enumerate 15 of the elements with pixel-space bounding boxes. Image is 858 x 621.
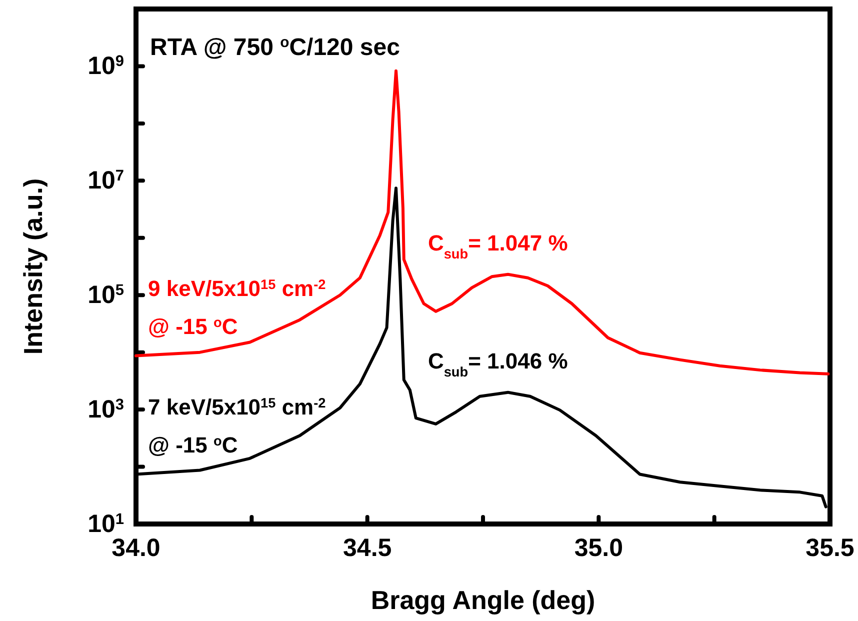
annotation: C$_{sub}$= 1.047 %: [428, 230, 568, 261]
x-tick-label: 35.5: [806, 534, 854, 562]
annotation: RTA @ 750 $^{o}$C/120 sec: [150, 34, 400, 61]
text: 9 keV/5x10$^{15}$ cm$^{-2}$ @ -15 $^{o}$C: [148, 276, 326, 339]
annotation: C$_{sub}$= 1.046 %: [428, 348, 568, 379]
x-tick-label: 34.5: [342, 534, 392, 562]
x-tick-label: 35.0: [574, 534, 624, 562]
line-series: [134, 69, 830, 376]
y-tick-label: 10$^{7}$: [88, 166, 124, 195]
x-axis-title: Bragg Angle (deg): [370, 585, 596, 615]
text: 7 keV/5x10$^{15}$ cm$^{-2}$ @ -15 $^{o}$C: [148, 394, 326, 458]
y-tick-label: 10$^{5}$: [88, 281, 124, 310]
y-axis-title: Intensity (a.u.): [18, 178, 48, 355]
y-tick-label: 10$^{3}$: [88, 396, 124, 424]
y-tick-label: 10$^{9}$: [88, 52, 124, 80]
